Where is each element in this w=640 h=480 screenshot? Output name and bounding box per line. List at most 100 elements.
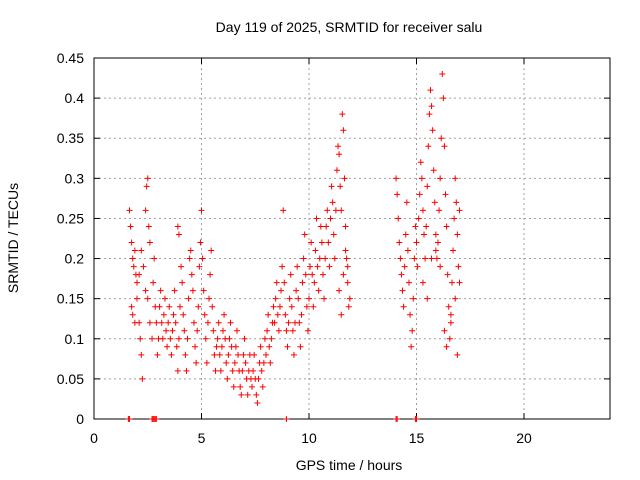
data-point xyxy=(416,191,423,198)
data-point xyxy=(273,279,280,286)
data-point xyxy=(181,327,188,334)
x-tick-label: 15 xyxy=(409,430,425,446)
data-point xyxy=(163,327,170,334)
y-tick-label: 0.4 xyxy=(65,90,85,106)
data-point xyxy=(216,351,223,358)
data-point xyxy=(441,143,448,150)
data-point xyxy=(258,367,265,374)
data-point xyxy=(204,319,211,326)
data-point xyxy=(300,255,307,262)
data-point xyxy=(337,183,344,190)
data-point xyxy=(170,311,177,318)
data-point xyxy=(241,335,248,342)
data-point xyxy=(138,351,145,358)
y-tick-label: 0.3 xyxy=(65,170,85,186)
data-point xyxy=(142,287,149,294)
data-point xyxy=(339,111,346,118)
data-point xyxy=(314,263,321,270)
y-tick-label: 0.35 xyxy=(57,130,84,146)
data-point xyxy=(189,287,196,294)
data-point xyxy=(312,247,319,254)
data-point xyxy=(226,335,233,342)
data-point xyxy=(138,247,145,254)
data-point xyxy=(455,263,462,270)
y-tick-label: 0.45 xyxy=(57,50,84,66)
data-point xyxy=(282,311,289,318)
data-point xyxy=(144,175,151,182)
data-point xyxy=(126,416,133,422)
data-point xyxy=(290,351,297,358)
data-point xyxy=(442,191,449,198)
data-point xyxy=(432,247,439,254)
data-point xyxy=(306,295,312,302)
data-point xyxy=(235,351,242,358)
data-point xyxy=(313,215,320,222)
data-point xyxy=(145,223,152,230)
data-point xyxy=(127,223,134,230)
data-point xyxy=(309,271,316,278)
data-point xyxy=(318,239,325,246)
data-point xyxy=(328,183,335,190)
data-point xyxy=(440,95,447,102)
y-axis-label: SRMTID / TECUs xyxy=(5,183,21,293)
data-point xyxy=(343,255,350,262)
data-point xyxy=(340,127,347,134)
data-point xyxy=(326,263,333,270)
data-point xyxy=(271,319,278,326)
data-point xyxy=(156,303,163,310)
data-point xyxy=(142,207,149,214)
data-point xyxy=(164,343,171,350)
data-point xyxy=(212,367,219,374)
data-point xyxy=(190,319,197,326)
data-point xyxy=(341,175,348,182)
data-point xyxy=(299,279,306,286)
data-point xyxy=(335,143,342,150)
data-point xyxy=(172,319,179,326)
data-point xyxy=(315,287,322,294)
data-point xyxy=(253,391,260,398)
data-point xyxy=(425,143,432,150)
data-point xyxy=(331,255,338,262)
data-point xyxy=(338,311,345,318)
data-point xyxy=(192,343,199,350)
data-point xyxy=(329,199,336,206)
data-point xyxy=(188,271,195,278)
axis-ticks: 0 0.05 0.1 0.15 0.2 0.25 0.3 0.35 0.4 0.45 0 5 10 15 2… xyxy=(57,50,610,446)
data-point xyxy=(213,343,220,350)
data-point xyxy=(400,303,407,310)
data-point xyxy=(296,319,303,326)
data-point xyxy=(194,327,201,334)
data-point xyxy=(233,327,240,334)
data-point xyxy=(201,311,208,318)
data-point xyxy=(429,127,436,134)
x-tick-label: 0 xyxy=(90,430,98,446)
data-point xyxy=(285,319,292,326)
data-point xyxy=(128,303,135,310)
data-point xyxy=(264,327,271,334)
data-point xyxy=(445,303,452,310)
data-point xyxy=(179,279,186,286)
data-point xyxy=(310,303,317,310)
data-point xyxy=(293,287,300,294)
data-point xyxy=(169,327,176,334)
data-point xyxy=(174,367,181,374)
data-point xyxy=(214,335,221,342)
data-point xyxy=(260,359,267,366)
data-point xyxy=(165,319,172,326)
data-point xyxy=(270,303,277,310)
data-point xyxy=(200,287,207,294)
data-point xyxy=(146,319,153,326)
data-point xyxy=(134,279,140,286)
data-point xyxy=(153,416,160,422)
data-point xyxy=(182,351,189,358)
data-point xyxy=(211,351,218,358)
data-point xyxy=(224,375,231,382)
data-point xyxy=(175,335,182,342)
data-point xyxy=(280,207,287,214)
data-point xyxy=(453,199,460,206)
chart-title: Day 119 of 2025, SRMTID for receiver sal… xyxy=(216,19,483,35)
data-point xyxy=(128,239,135,246)
data-point xyxy=(249,383,256,390)
data-point xyxy=(151,255,158,262)
data-point xyxy=(221,311,228,318)
